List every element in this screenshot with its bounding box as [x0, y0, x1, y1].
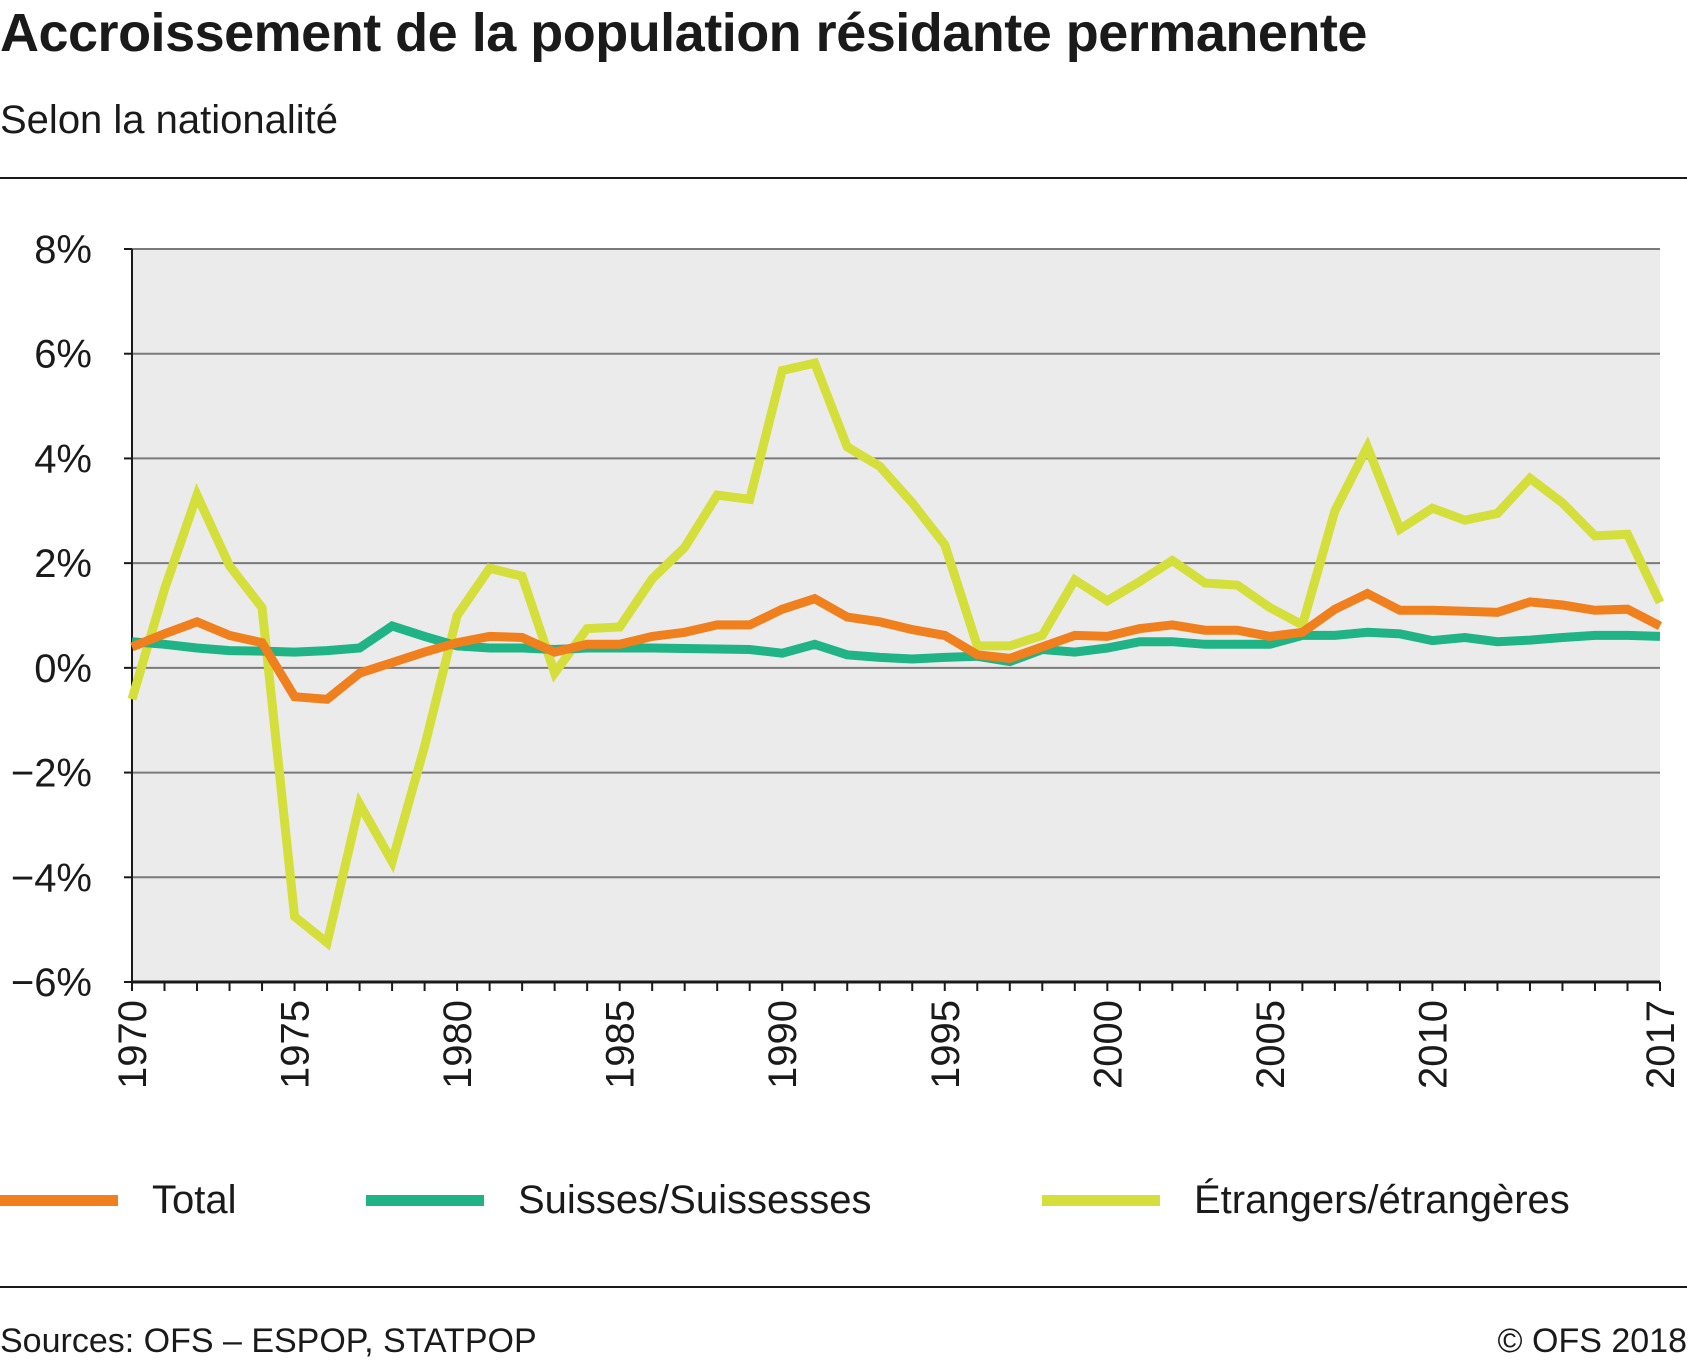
legend-item-total: Total [0, 1170, 237, 1230]
chart-subtitle: Selon la nationalité [0, 98, 339, 142]
legend-label-etrangers: Étrangers/étrangères [1194, 1177, 1570, 1222]
x-tick-label: 2010 [1411, 1000, 1455, 1089]
y-tick-label: 8% [34, 228, 92, 272]
y-tick-label: −4% [11, 856, 92, 900]
series-etrangers-line [127, 357, 1665, 951]
legend-item-suisses: Suisses/Suissesses [366, 1170, 871, 1230]
legend-label-total: Total [152, 1177, 237, 1222]
grid-lines [132, 248, 1660, 983]
legend-item-etrangers: Étrangers/étrangères [1042, 1170, 1570, 1230]
y-tick-label: −6% [11, 961, 92, 1005]
y-tick-label: −2% [11, 752, 92, 796]
bottom-divider [0, 1286, 1687, 1288]
legend: Total Suisses/Suissesses Étrangers/étran… [0, 1170, 1687, 1230]
x-tick-label: 2005 [1249, 1000, 1293, 1089]
x-tick-label: 1980 [436, 1000, 480, 1089]
plot-area [132, 249, 1660, 982]
x-tick-label: 1970 [111, 1000, 155, 1089]
y-tick-label: 6% [34, 333, 92, 377]
legend-label-suisses: Suisses/Suissesses [518, 1177, 872, 1222]
x-tick-label: 1990 [761, 1000, 805, 1089]
chart-title: Accroissement de la population résidante… [0, 3, 1367, 63]
x-tick-label: 1995 [924, 1000, 968, 1089]
y-tick-label: 4% [34, 437, 92, 481]
top-divider [0, 177, 1687, 179]
legend-swatch-etrangers [1042, 1194, 1160, 1206]
legend-swatch-total [0, 1194, 118, 1206]
source-note: Sources: OFS – ESPOP, STATPOP [0, 1322, 537, 1360]
y-tick-label: 2% [34, 542, 92, 586]
series-suisses-line [131, 621, 1661, 667]
series-total-line [130, 588, 1663, 704]
y-axis-tick-labels: −6% −4% −2% 0% 2% 4% 6% 8% [11, 228, 92, 1005]
copyright-note: © OFS 2018 [1497, 1322, 1687, 1360]
series-lines [127, 357, 1665, 951]
x-tick-label: 2017 [1639, 1000, 1683, 1089]
y-tick-label: 0% [34, 647, 92, 691]
x-axis-tick-labels: 1970 1975 1980 1985 1990 1995 2000 2005 2010 2017 [111, 1000, 1683, 1089]
x-tick-label: 1985 [599, 1000, 643, 1089]
x-tick-label: 2000 [1086, 1000, 1130, 1089]
legend-swatch-suisses [366, 1194, 484, 1206]
x-tick-label: 1975 [274, 1000, 318, 1089]
axes [124, 248, 1661, 991]
